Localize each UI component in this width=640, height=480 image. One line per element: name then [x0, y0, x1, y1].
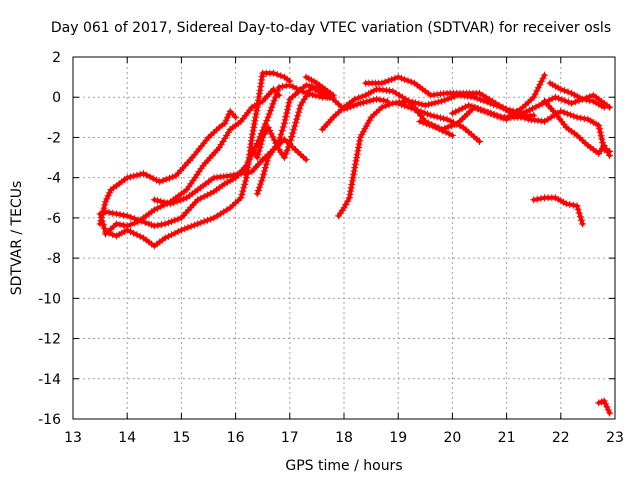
- x-tick-label: 23: [606, 430, 624, 446]
- y-tick-label: -12: [38, 332, 61, 348]
- series-markers: [96, 69, 294, 250]
- x-tick-label: 17: [281, 430, 299, 446]
- x-tick-label: 13: [64, 430, 82, 446]
- series-markers: [541, 97, 614, 159]
- series-trace: [98, 109, 238, 226]
- x-axis-tick-labels: 13 14 15 16 17 18 19 20 21 22 23: [64, 430, 624, 446]
- y-tick-label: -16: [38, 412, 61, 428]
- series-arc-3: [96, 69, 294, 250]
- y-axis-tick-labels: 2 0 -2 -4 -6 -8 -10 -12 -14 -16: [38, 50, 61, 428]
- series-trace: [396, 101, 482, 144]
- y-tick-label: -6: [47, 211, 61, 227]
- series-arc-18: [530, 194, 586, 228]
- series-markers: [416, 117, 456, 139]
- y-tick-label: -8: [47, 251, 61, 267]
- series-arc-1: [96, 107, 240, 228]
- series-arc-15: [448, 101, 538, 121]
- y-tick-label: -10: [38, 291, 61, 307]
- series-markers: [394, 99, 483, 145]
- series-arc-17: [546, 79, 614, 111]
- series-markers: [530, 194, 586, 228]
- x-tick-label: 22: [552, 430, 570, 446]
- data-series: [96, 69, 614, 417]
- series-markers: [595, 397, 614, 417]
- x-tick-label: 18: [335, 430, 353, 446]
- y-axis-label: SDTVAR / TECUs: [9, 181, 25, 296]
- axis-ticks: [72, 56, 616, 420]
- series-arc-14: [416, 117, 456, 139]
- series-arc-11: [335, 91, 608, 220]
- chart-title: Day 061 of 2017, Sidereal Day-to-day VTE…: [51, 20, 611, 36]
- x-tick-label: 16: [227, 430, 245, 446]
- x-tick-label: 15: [172, 430, 190, 446]
- series-arc-16: [541, 97, 614, 159]
- series-markers: [546, 79, 614, 111]
- x-tick-label: 19: [389, 430, 407, 446]
- y-tick-label: -14: [38, 372, 61, 388]
- series-markers: [96, 107, 240, 228]
- x-tick-label: 21: [498, 430, 516, 446]
- series-arc-4: [102, 81, 337, 230]
- series-arc-8: [248, 123, 272, 162]
- series-markers: [448, 101, 538, 121]
- y-tick-label: 2: [52, 50, 61, 66]
- y-tick-label: 0: [52, 90, 61, 106]
- series-markers: [302, 73, 337, 99]
- x-tick-label: 14: [118, 430, 136, 446]
- series-arc-19: [595, 397, 614, 417]
- series-trace: [103, 87, 281, 236]
- series-markers: [362, 73, 614, 155]
- y-tick-label: -4: [47, 171, 61, 187]
- y-tick-label: -2: [47, 130, 61, 146]
- series-markers: [102, 81, 337, 230]
- series-arc-9: [302, 73, 337, 99]
- x-tick-label: 20: [443, 430, 461, 446]
- x-axis-label: GPS time / hours: [285, 458, 402, 474]
- series-arc-13: [394, 99, 483, 145]
- series-markers: [335, 91, 608, 220]
- series-markers: [248, 123, 272, 162]
- series-arc-12: [362, 73, 614, 155]
